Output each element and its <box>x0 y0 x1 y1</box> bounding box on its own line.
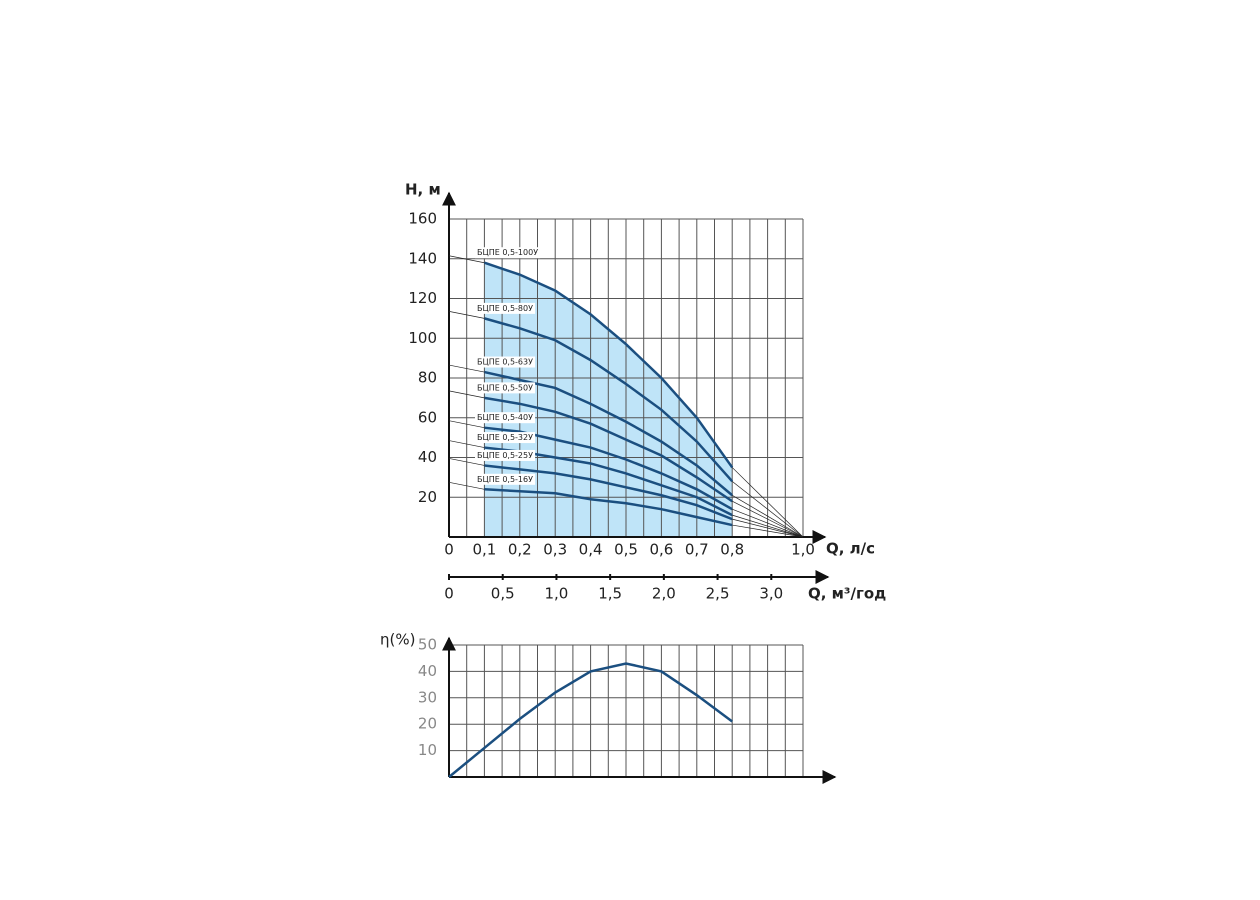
leader-line <box>448 255 485 264</box>
leader-line <box>448 420 485 429</box>
leader-line <box>448 440 485 448</box>
series-label: БЦПЕ 0,5-25У <box>477 451 533 460</box>
x2-axis-label: Q, м³/год <box>808 585 886 603</box>
series-label: БЦПЕ 0,5-100У <box>477 248 538 257</box>
label-bg <box>475 356 536 368</box>
leader-line <box>448 481 485 490</box>
x-axis-label: Q, л/с <box>826 540 875 558</box>
converge-line <box>732 494 804 538</box>
converge-line <box>732 514 804 538</box>
x-tick-label: 0,2 <box>508 541 532 559</box>
y-tick-label: 100 <box>408 329 437 347</box>
y-tick-label: 80 <box>418 369 437 387</box>
label-bg <box>475 247 541 259</box>
curve <box>484 370 734 497</box>
label-bg <box>475 412 536 424</box>
curve <box>484 488 733 527</box>
leader-line <box>448 311 485 319</box>
converge-line <box>731 467 804 538</box>
y-tick-label: 140 <box>408 249 437 267</box>
y-tick-label: 120 <box>408 289 437 307</box>
label-bg <box>475 382 536 394</box>
label-bg <box>475 432 536 444</box>
leader-line <box>448 458 485 466</box>
leader-line <box>448 390 485 399</box>
x2-tick-label: 3,0 <box>759 585 783 603</box>
x-tick-label: 0,3 <box>543 541 567 559</box>
leader-line <box>448 364 485 373</box>
y-tick-label: 40 <box>418 662 437 680</box>
x2-tick-label: 0,5 <box>491 585 515 603</box>
series-label: БЦПЕ 0,5-32У <box>477 433 533 442</box>
curve <box>484 317 734 483</box>
converge-line <box>732 524 804 538</box>
x2-tick-label: 1,5 <box>598 585 622 603</box>
label-bg <box>475 302 536 314</box>
y-tick-label: 30 <box>418 688 437 706</box>
series-label: БЦПЕ 0,5-80У <box>477 304 533 313</box>
converge-line <box>732 518 804 538</box>
converge-line <box>732 500 804 538</box>
x-tick-label: 0,1 <box>472 541 496 559</box>
converge-line <box>732 508 804 538</box>
x2-tick-label: 2,0 <box>652 585 676 603</box>
x2-tick-label: 2,5 <box>706 585 730 603</box>
x-tick-label: 0,7 <box>685 541 709 559</box>
series-label: БЦПЕ 0,5-50У <box>477 383 533 392</box>
y-tick-label: 40 <box>418 448 437 466</box>
x-tick-label: 0,4 <box>579 541 603 559</box>
y-axis-label: η(%) <box>380 631 415 649</box>
x2-tick-label: 1,0 <box>544 585 568 603</box>
y-tick-label: 60 <box>418 408 437 426</box>
y-tick-label: 20 <box>418 488 437 506</box>
x-tick-label: 0,6 <box>649 541 673 559</box>
curve <box>484 464 733 521</box>
x-tick-label: 1,0 <box>791 541 815 559</box>
y-tick-label: 20 <box>418 715 437 733</box>
label-bg <box>475 449 536 461</box>
curve <box>484 396 733 503</box>
x-tick-label: 0,5 <box>614 541 638 559</box>
curve <box>484 261 734 469</box>
grid <box>448 644 804 777</box>
x-tick-label: 0 <box>444 541 454 559</box>
y-tick-label: 50 <box>418 636 437 654</box>
series-label: БЦПЕ 0,5-16У <box>477 475 533 484</box>
x2-tick-label: 0 <box>444 585 454 603</box>
y-tick-label: 10 <box>418 741 437 759</box>
y-axis-label: H, м <box>405 181 441 199</box>
curve <box>448 662 733 778</box>
converge-line <box>731 481 804 538</box>
series-label: БЦПЕ 0,5-63У <box>477 358 533 367</box>
y-tick-label: 160 <box>408 210 437 228</box>
x-tick-label: 0,8 <box>720 541 744 559</box>
label-bg <box>475 473 536 485</box>
series-label: БЦПЕ 0,5-40У <box>477 413 533 422</box>
